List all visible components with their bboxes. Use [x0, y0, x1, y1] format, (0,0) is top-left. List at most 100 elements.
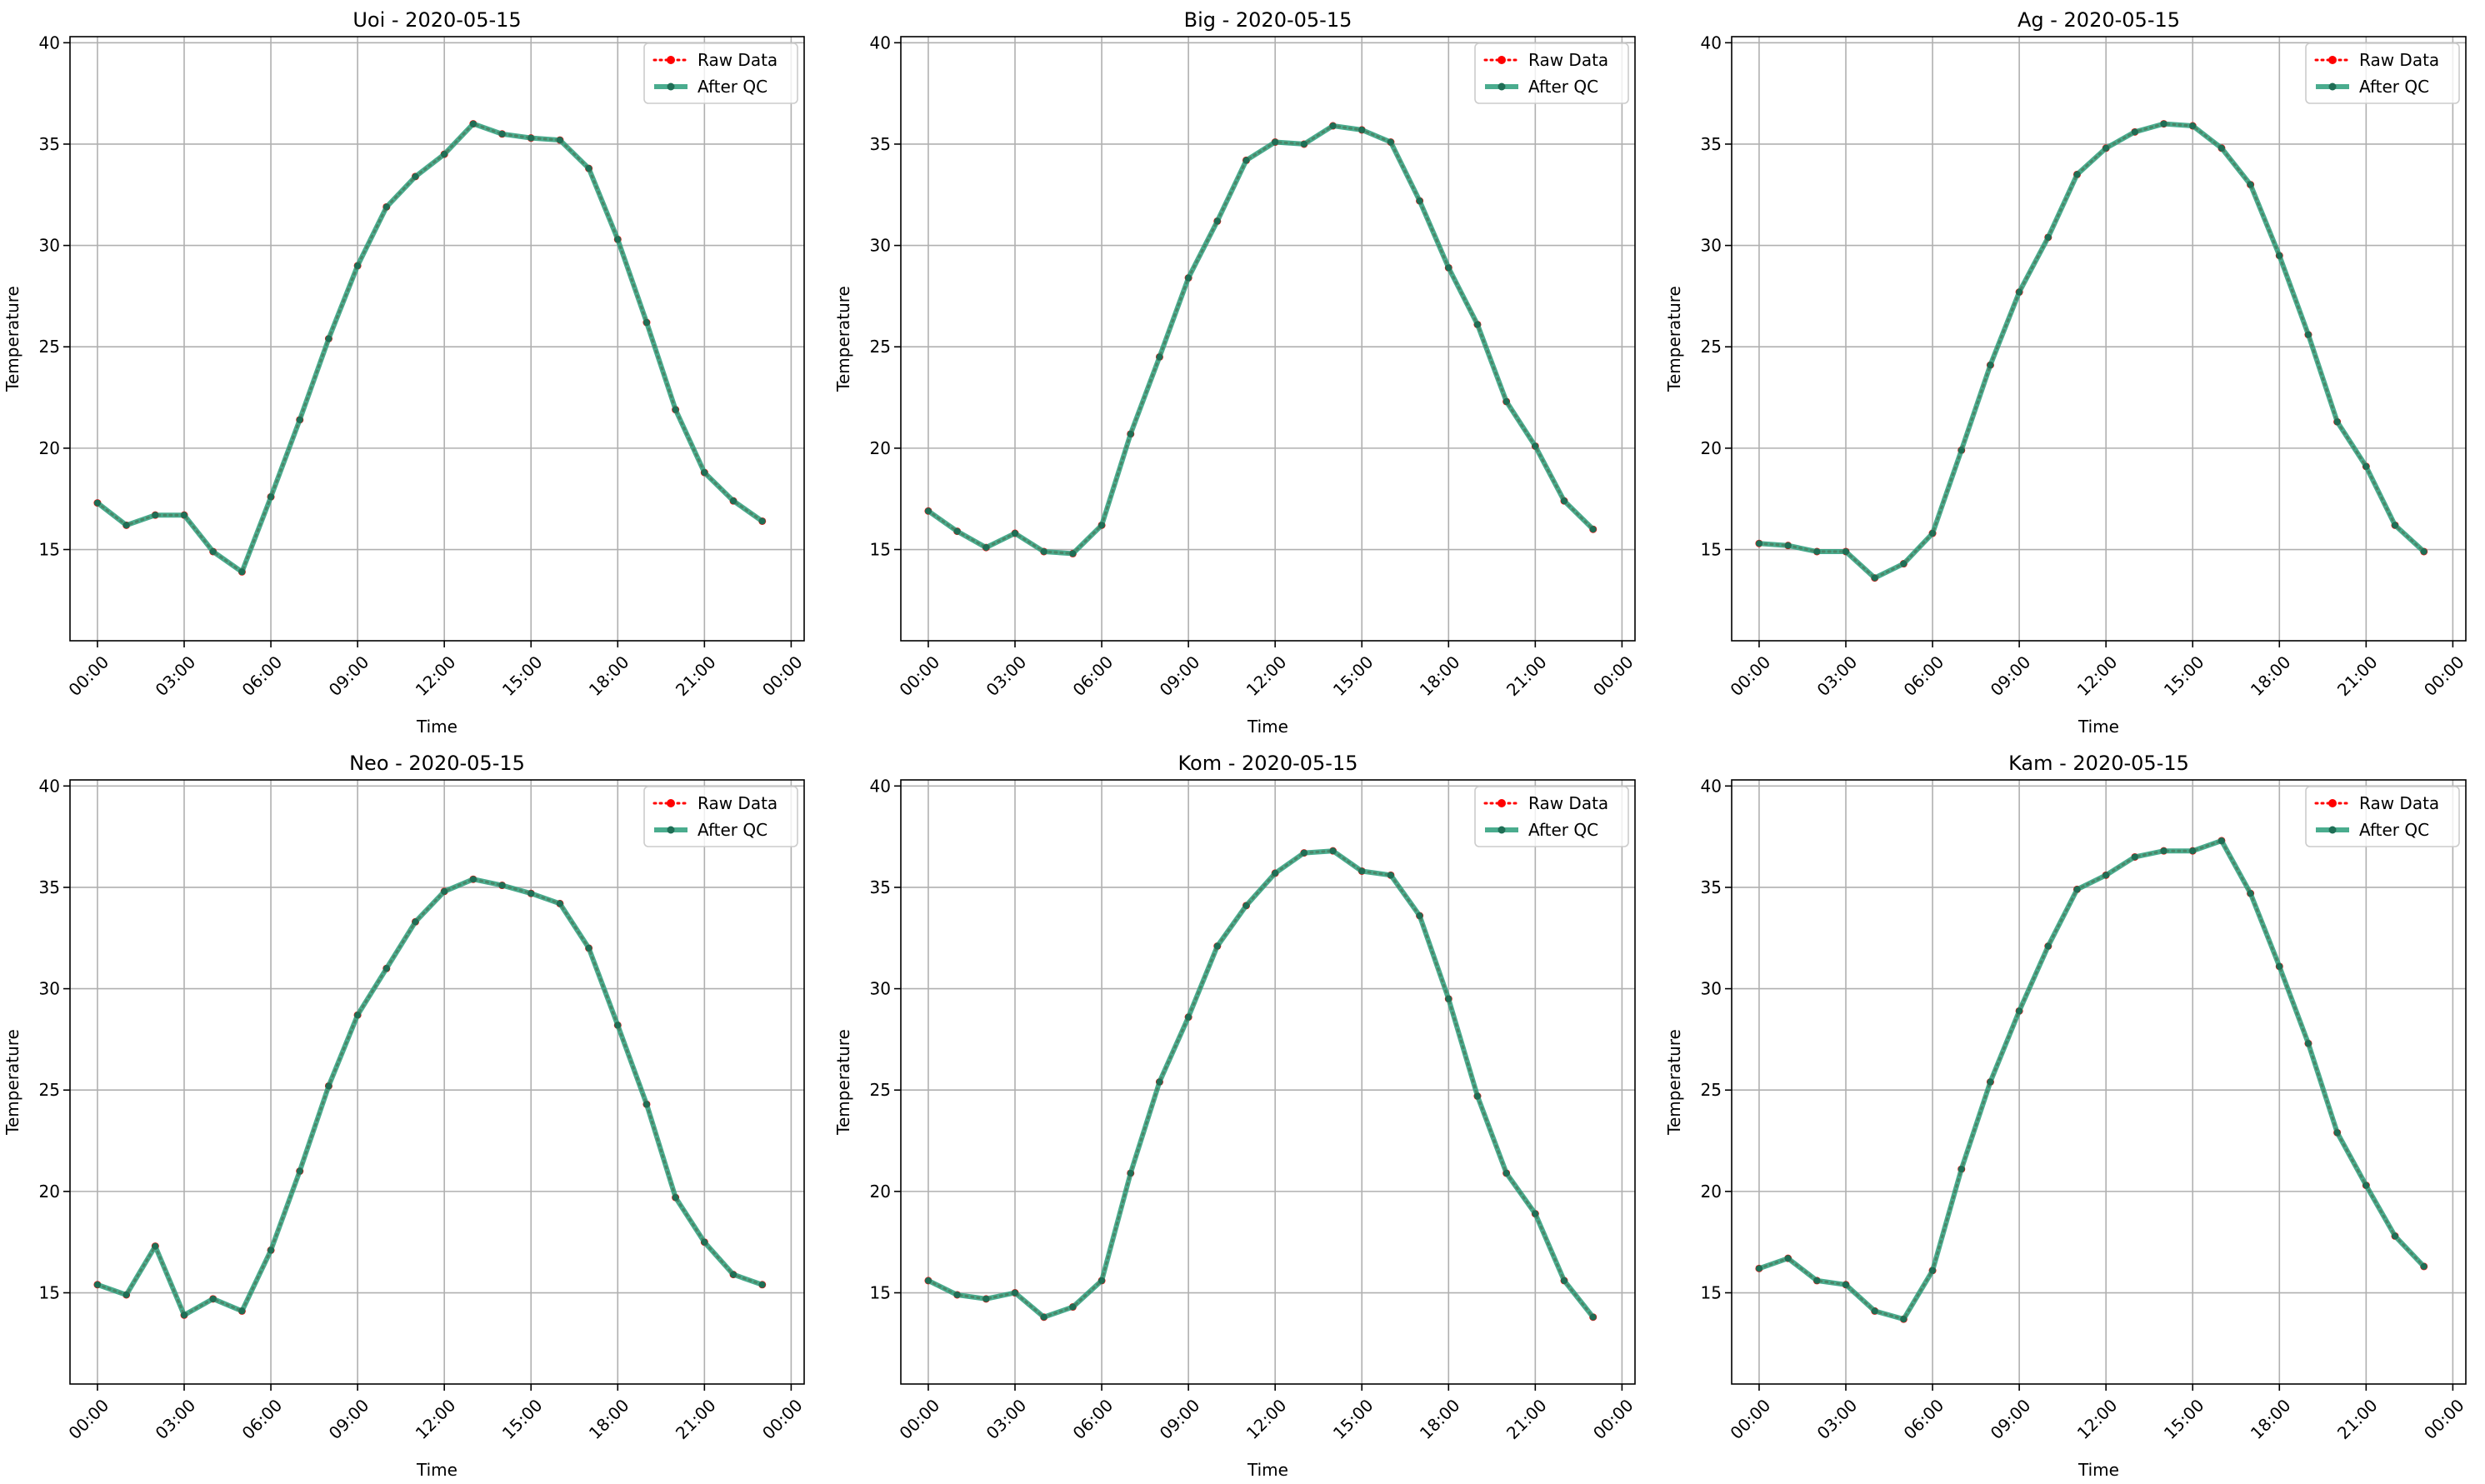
legend-marker: [667, 56, 675, 64]
x-tick-label: 18:00: [585, 1395, 633, 1443]
after-qc-point: [2131, 128, 2138, 136]
y-tick-label: 40: [39, 776, 60, 796]
after-qc-point: [1755, 1265, 1762, 1272]
after-qc-point: [2218, 837, 2225, 844]
y-tick-label: 30: [39, 979, 60, 999]
after-qc-point: [1185, 1013, 1192, 1021]
after-qc-point: [1589, 526, 1597, 533]
x-tick-label: 06:00: [238, 1395, 287, 1443]
legend-label: Raw Data: [1528, 793, 1608, 813]
x-tick-label: 15:00: [2160, 1395, 2208, 1443]
chart-title: Kom - 2020-05-15: [1178, 752, 1358, 775]
y-tick-label: 30: [39, 236, 60, 256]
after-qc-point: [181, 512, 188, 519]
after-qc-point: [2073, 886, 2081, 893]
after-qc-point: [614, 1022, 622, 1029]
after-qc-point: [1272, 138, 1279, 146]
after-qc-point: [296, 416, 303, 423]
after-qc-point: [325, 1082, 332, 1090]
y-tick-label: 15: [870, 540, 891, 560]
y-tick-label: 25: [1701, 1080, 1722, 1100]
after-qc-point: [758, 517, 766, 525]
after-qc-point: [1987, 1078, 1994, 1086]
after-qc-point: [2304, 331, 2312, 338]
legend: Raw Data After QC: [2305, 42, 2460, 104]
after-qc-point: [1416, 197, 1423, 205]
after-qc-point: [2362, 462, 2370, 470]
after-qc-point: [2247, 890, 2254, 897]
after-qc-point: [1127, 430, 1134, 437]
after-qc-point: [2420, 547, 2428, 555]
legend-label: After QC: [2359, 820, 2429, 840]
after-qc-point: [469, 120, 477, 127]
after-qc-point: [1387, 872, 1394, 879]
after-qc-point: [2189, 122, 2197, 130]
y-axis-label: Temperature: [1664, 286, 1684, 392]
after-qc-point: [1098, 1277, 1106, 1284]
x-tick-label: 03:00: [982, 1395, 1031, 1443]
y-tick-label: 40: [870, 32, 891, 52]
series-after-qc: [93, 876, 766, 1319]
legend-label: Raw Data: [698, 50, 778, 70]
after-qc-point: [1473, 321, 1481, 328]
y-tick-label: 25: [870, 1080, 891, 1100]
after-qc-point: [152, 512, 159, 519]
x-tick-label: 00:00: [1589, 1395, 1638, 1443]
legend-label: Raw Data: [1528, 50, 1608, 70]
y-tick-label: 35: [39, 877, 60, 897]
x-tick-label: 12:00: [412, 1395, 460, 1443]
x-tick-label: 00:00: [1727, 652, 1775, 700]
y-tick-label: 15: [1701, 1283, 1722, 1303]
after-qc-point: [1958, 1166, 1965, 1173]
after-qc-point: [701, 469, 708, 477]
x-tick-label: 00:00: [65, 652, 113, 700]
x-tick-label: 03:00: [152, 652, 200, 700]
after-qc-point: [2044, 233, 2052, 241]
after-qc-point: [325, 335, 332, 342]
after-qc-point: [2016, 1007, 2023, 1015]
x-tick-label: 06:00: [1069, 652, 1118, 700]
y-tick-label: 30: [1701, 236, 1722, 256]
legend-marker: [2328, 56, 2337, 64]
after-qc-point: [1755, 540, 1762, 547]
after-qc-point: [1329, 122, 1337, 130]
x-axis-label: Time: [416, 1460, 458, 1480]
after-qc-point: [1561, 1277, 1568, 1284]
axes-frame: [900, 779, 1636, 1385]
after-qc-point: [2333, 1129, 2341, 1137]
x-tick-label: 18:00: [585, 652, 633, 700]
y-tick-label: 20: [39, 438, 60, 458]
x-tick-label: 00:00: [758, 1395, 807, 1443]
x-axis-label: Time: [416, 717, 458, 737]
x-tick-label: 00:00: [896, 652, 944, 700]
y-tick-label: 20: [870, 1182, 891, 1202]
legend: Raw Data After QC: [1474, 786, 1629, 847]
after-qc-point: [2304, 1040, 2312, 1047]
after-qc-point: [354, 262, 362, 269]
after-qc-point: [924, 1277, 932, 1284]
legend-label: After QC: [1528, 820, 1598, 840]
after-qc-point: [2420, 1262, 2428, 1270]
after-qc-point: [1272, 869, 1279, 877]
x-tick-label: 21:00: [1502, 1395, 1551, 1443]
after-qc-point: [1242, 157, 1250, 164]
legend-marker: [1498, 826, 1506, 834]
after-qc-point: [1532, 1210, 1539, 1217]
after-qc-point: [2131, 853, 2138, 861]
after-qc-point: [268, 1247, 275, 1254]
after-qc-point: [1784, 1255, 1792, 1262]
after-qc-point: [2362, 1182, 2370, 1189]
after-qc-point: [1300, 140, 1308, 147]
after-qc-point: [982, 544, 990, 552]
legend: Raw Data After QC: [1474, 42, 1629, 104]
y-tick-label: 20: [1701, 438, 1722, 458]
x-tick-label: 03:00: [1813, 652, 1862, 700]
legend: Raw Data After QC: [2305, 786, 2460, 847]
x-tick-label: 21:00: [672, 652, 720, 700]
after-qc-point: [672, 406, 679, 413]
after-qc-point: [556, 900, 563, 907]
after-qc-point: [1156, 1078, 1163, 1086]
x-tick-label: 18:00: [2247, 652, 2295, 700]
after-qc-point: [982, 1295, 990, 1302]
x-axis-label: Time: [2078, 1460, 2119, 1480]
